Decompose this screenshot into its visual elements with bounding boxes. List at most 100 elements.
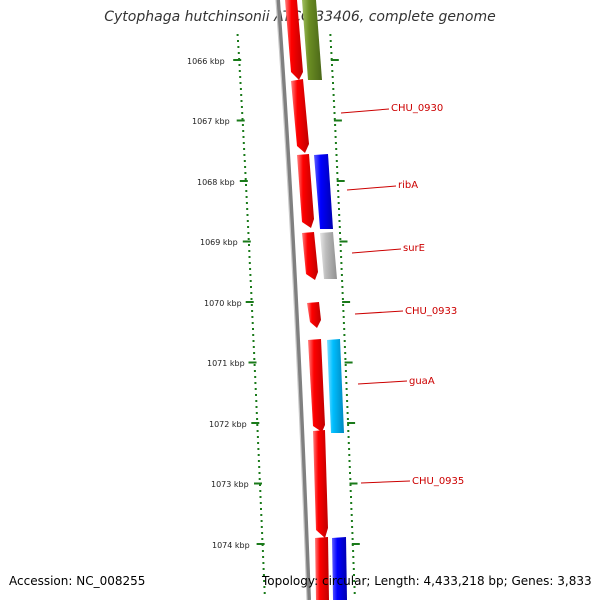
gene-label: guaA — [409, 376, 435, 387]
track-dot — [344, 364, 347, 366]
track-dot — [340, 256, 343, 258]
track-dot — [341, 286, 344, 288]
track-dot — [347, 442, 350, 444]
track-dot — [246, 214, 249, 216]
major-tick — [351, 543, 360, 545]
major-tick — [349, 482, 358, 485]
major-tick — [342, 301, 351, 303]
tick-labels: 1066 kbp 1067 kbp 1068 kbp 1069 kbp 1070… — [187, 57, 250, 550]
track-dot — [244, 178, 247, 180]
major-tick — [251, 422, 260, 424]
left-tick-track — [233, 34, 266, 594]
major-tick — [236, 119, 245, 122]
track-dot — [255, 394, 257, 396]
track-dot — [352, 562, 355, 564]
major-tick — [339, 240, 348, 243]
forward-gene-track — [285, 0, 329, 600]
major-tick — [233, 59, 242, 61]
track-dot — [349, 478, 352, 480]
track-dot — [339, 232, 341, 234]
label-leader-line — [357, 380, 408, 385]
track-dot — [338, 214, 341, 216]
track-dot — [259, 484, 261, 486]
track-dot — [339, 244, 342, 246]
track-dot — [349, 472, 351, 474]
track-dot — [247, 238, 250, 240]
gene-labels: CHU_0930 ribA surE CHU_0933 guaA CHU_093… — [340, 103, 464, 487]
track-dot — [239, 88, 242, 90]
track-dot — [258, 472, 261, 474]
track-dot — [331, 70, 334, 72]
track-dot — [340, 274, 343, 276]
topology-text: Topology: circular; Length: 4,433,218 bp… — [262, 574, 592, 588]
track-dot — [343, 346, 346, 348]
track-dot — [330, 46, 332, 48]
track-dot — [247, 226, 250, 228]
track-dot — [251, 322, 254, 324]
track-dot — [343, 334, 346, 336]
major-tick — [242, 240, 251, 243]
track-dot — [353, 586, 356, 588]
track-dot — [257, 442, 260, 444]
track-dot — [331, 76, 334, 78]
track-dot — [342, 310, 345, 312]
track-dot — [237, 40, 239, 42]
track-dot — [236, 34, 239, 36]
track-dot — [344, 352, 347, 354]
tick-label: 1066 kbp — [187, 57, 225, 66]
track-dot — [242, 136, 245, 138]
track-dot — [246, 208, 249, 210]
track-dot — [243, 160, 246, 162]
track-dot — [349, 484, 352, 486]
track-dot — [336, 172, 339, 174]
track-dot — [336, 166, 339, 168]
track-dot — [239, 82, 242, 84]
track-dot — [253, 352, 256, 354]
track-dot — [248, 256, 251, 258]
track-dot — [352, 556, 355, 558]
track-dot — [348, 460, 351, 462]
track-dot — [241, 112, 244, 114]
track-dot — [351, 526, 354, 528]
track-dot — [348, 448, 351, 450]
major-tick — [254, 482, 262, 485]
track-dot — [344, 358, 347, 360]
major-tick — [344, 361, 353, 364]
major-tick — [245, 301, 254, 303]
track-dot — [244, 172, 247, 174]
track-dot — [253, 358, 256, 360]
major-tick — [248, 361, 257, 364]
genome-title: Cytophaga hutchinsonii ATCC 33406, compl… — [104, 9, 496, 25]
track-dot — [262, 574, 265, 576]
track-dot — [335, 154, 338, 156]
track-dot — [343, 328, 346, 330]
tick-label: 1070 kbp — [204, 299, 242, 308]
track-dot — [346, 412, 349, 414]
track-dot — [256, 430, 259, 432]
gene-arrow — [297, 154, 314, 228]
tick-label: 1071 kbp — [207, 359, 245, 368]
track-dot — [342, 304, 345, 306]
track-dot — [255, 400, 258, 402]
track-dot — [240, 100, 243, 102]
label-leader-line — [340, 108, 390, 114]
track-dot — [252, 328, 254, 330]
track-dot — [347, 424, 350, 426]
track-dot — [258, 466, 261, 468]
track-dot — [338, 208, 340, 210]
track-dot — [248, 262, 251, 264]
track-dot — [341, 292, 344, 294]
track-dot — [350, 508, 353, 510]
track-dot — [258, 478, 261, 480]
track-dot — [246, 220, 249, 222]
track-dot — [337, 196, 340, 198]
track-dot — [353, 580, 356, 582]
track-dot — [249, 268, 252, 270]
track-dot — [342, 322, 345, 324]
track-dot — [250, 304, 253, 306]
track-dot — [245, 190, 248, 192]
track-dot — [251, 316, 254, 318]
track-dot — [260, 526, 263, 528]
track-dot — [243, 148, 246, 150]
